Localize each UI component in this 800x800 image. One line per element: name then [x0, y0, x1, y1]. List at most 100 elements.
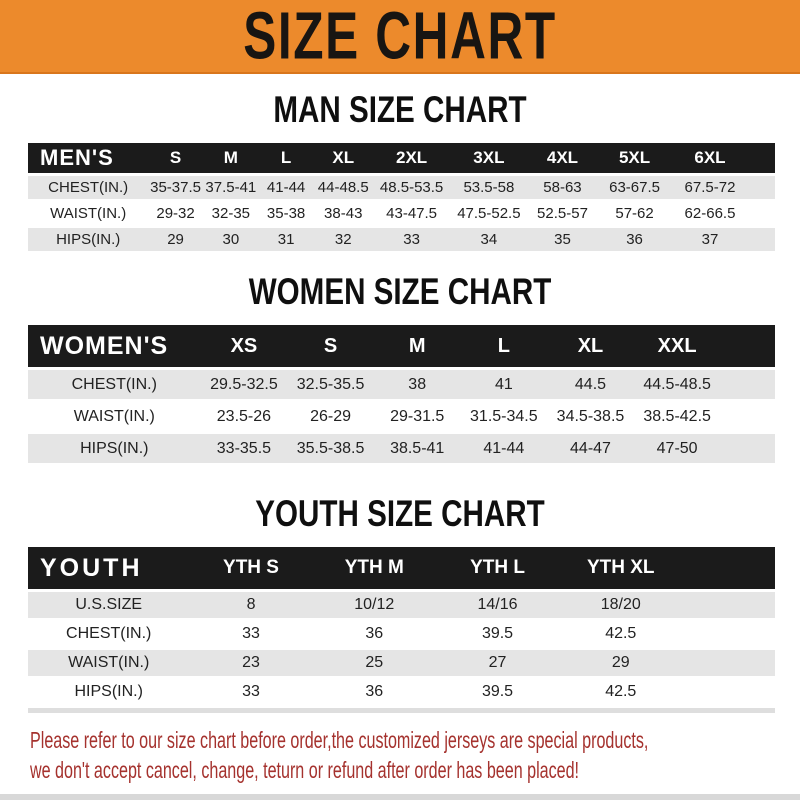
table-row: CHEST(IN.) 29.5-32.5 32.5-35.5 38 41 44.5 44.5…	[28, 370, 775, 399]
size-column-header: YTH L	[435, 547, 560, 589]
row-label: WAIST(IN.)	[28, 202, 149, 225]
size-value: 14/16	[435, 592, 560, 618]
row-label: U.S.SIZE	[28, 592, 190, 618]
table-row: U.S.SIZE 8 10/12 14/16 18/20	[28, 592, 775, 618]
row-spacer	[720, 370, 775, 399]
table-row: CHEST(IN.) 35-37.5 37.5-41 41-44 44-48.5 48.5…	[28, 176, 775, 199]
size-value: 35-38	[258, 202, 314, 225]
size-column-header: YTH XL	[559, 547, 683, 589]
size-column-header: XS	[200, 325, 288, 367]
size-column-header: L	[460, 325, 548, 367]
table-corner-label: WOMEN'S	[28, 325, 201, 367]
size-value: 26-29	[287, 402, 374, 431]
size-value: 18/20	[559, 592, 683, 618]
size-value: 31	[258, 228, 314, 251]
row-spacer	[682, 650, 775, 676]
size-value: 23	[189, 650, 313, 676]
size-value: 53.5-58	[450, 176, 528, 199]
banner: SIZE CHART	[0, 0, 800, 74]
table-row: HIPS(IN.) 29 30 31 32 33 34 35 36 37	[28, 228, 775, 251]
size-value: 38-43	[313, 202, 374, 225]
size-value: 35	[527, 228, 598, 251]
size-value: 44.5	[547, 370, 634, 399]
size-value: 29-31.5	[373, 402, 461, 431]
size-value: 36	[312, 679, 436, 705]
size-column-header: 3XL	[450, 143, 528, 173]
header-spacer	[682, 547, 775, 589]
size-value: 27	[435, 650, 560, 676]
size-column-header: XL	[313, 143, 374, 173]
size-value: 47.5-52.5	[450, 202, 528, 225]
men-size-table: MEN'S S M L XL 2XL 3XL 4XL 5XL 6XL CHEST(IN.) 35-37…	[28, 140, 775, 254]
size-value: 39.5	[435, 621, 560, 647]
size-value: 36	[597, 228, 672, 251]
size-value: 47-50	[633, 434, 721, 463]
youth-size-table: YOUTH YTH S YTH M YTH L YTH XL U.S.SIZE 8 10/12…	[28, 544, 775, 708]
size-value: 63-67.5	[597, 176, 672, 199]
page-title: SIZE CHART	[243, 0, 557, 74]
size-value: 62-66.5	[671, 202, 749, 225]
size-value: 31.5-34.5	[460, 402, 548, 431]
size-value: 32	[313, 228, 374, 251]
size-value: 44-48.5	[313, 176, 374, 199]
size-value: 67.5-72	[671, 176, 749, 199]
table-header-row: MEN'S S M L XL 2XL 3XL 4XL 5XL 6XL	[28, 143, 775, 173]
table-corner-label: MEN'S	[28, 143, 149, 173]
size-column-header: M	[202, 143, 259, 173]
table-row: HIPS(IN.) 33-35.5 35.5-38.5 38.5-41 41-44 44-…	[28, 434, 775, 463]
row-label: HIPS(IN.)	[28, 228, 149, 251]
size-value: 29	[559, 650, 683, 676]
size-value: 32-35	[202, 202, 259, 225]
size-column-header: 4XL	[527, 143, 598, 173]
size-value: 29-32	[148, 202, 203, 225]
bottom-border	[0, 794, 800, 800]
table-row: HIPS(IN.) 33 36 39.5 42.5	[28, 679, 775, 705]
row-spacer	[748, 228, 775, 251]
size-column-header: 2XL	[373, 143, 451, 173]
size-column-header: 5XL	[597, 143, 672, 173]
size-value: 42.5	[559, 679, 683, 705]
size-value: 38	[373, 370, 461, 399]
section-heading-women: WOMEN SIZE CHART	[248, 271, 552, 312]
section-heading-youth: YOUTH SIZE CHART	[255, 493, 545, 534]
row-label: HIPS(IN.)	[28, 679, 190, 705]
size-value: 34.5-38.5	[547, 402, 634, 431]
table-row: WAIST(IN.) 23 25 27 29	[28, 650, 775, 676]
size-value: 36	[312, 621, 436, 647]
table-row: WAIST(IN.) 23.5-26 26-29 29-31.5 31.5-34.5 34…	[28, 402, 775, 431]
size-value: 38.5-42.5	[633, 402, 721, 431]
size-value: 33	[189, 621, 313, 647]
disclaimer-line-1: Please refer to our size chart before or…	[30, 727, 649, 753]
size-column-header: YTH M	[312, 547, 436, 589]
size-value: 34	[450, 228, 528, 251]
size-column-header: L	[258, 143, 314, 173]
row-label: CHEST(IN.)	[28, 370, 201, 399]
size-column-header: XL	[547, 325, 634, 367]
size-column-header: S	[287, 325, 374, 367]
table-header-row: YOUTH YTH S YTH M YTH L YTH XL	[28, 547, 775, 589]
row-spacer	[748, 176, 775, 199]
row-spacer	[682, 621, 775, 647]
row-spacer	[720, 402, 775, 431]
size-value: 37.5-41	[202, 176, 259, 199]
size-value: 35-37.5	[148, 176, 203, 199]
size-value: 37	[671, 228, 749, 251]
women-size-table: WOMEN'S XS S M L XL XXL CHEST(IN.) 29.5-32.5 32.5…	[28, 322, 775, 466]
size-value: 29	[148, 228, 203, 251]
size-value: 23.5-26	[200, 402, 288, 431]
size-value: 10/12	[312, 592, 436, 618]
size-value: 33-35.5	[200, 434, 288, 463]
size-value: 8	[189, 592, 313, 618]
size-value: 32.5-35.5	[287, 370, 374, 399]
youth-table-bottom-bar	[28, 708, 775, 713]
row-spacer	[720, 434, 775, 463]
table-row: CHEST(IN.) 33 36 39.5 42.5	[28, 621, 775, 647]
size-value: 41-44	[258, 176, 314, 199]
size-value: 43-47.5	[373, 202, 451, 225]
size-value: 30	[202, 228, 259, 251]
size-value: 29.5-32.5	[200, 370, 288, 399]
row-label: WAIST(IN.)	[28, 402, 201, 431]
size-value: 52.5-57	[527, 202, 598, 225]
row-spacer	[748, 202, 775, 225]
size-value: 35.5-38.5	[287, 434, 374, 463]
